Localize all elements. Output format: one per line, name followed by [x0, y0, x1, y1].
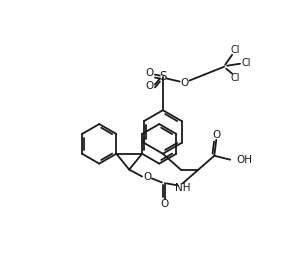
Text: Cl: Cl — [230, 73, 240, 83]
Text: Cl: Cl — [230, 45, 240, 55]
Text: O: O — [181, 77, 189, 88]
Text: NH: NH — [175, 183, 190, 193]
Text: O: O — [212, 130, 221, 140]
Text: O: O — [146, 68, 154, 78]
Text: Cl: Cl — [241, 58, 251, 68]
Text: S: S — [159, 70, 167, 83]
Text: O: O — [143, 172, 151, 183]
Text: O: O — [146, 81, 154, 92]
Text: OH: OH — [236, 155, 252, 165]
Text: O: O — [161, 199, 169, 209]
